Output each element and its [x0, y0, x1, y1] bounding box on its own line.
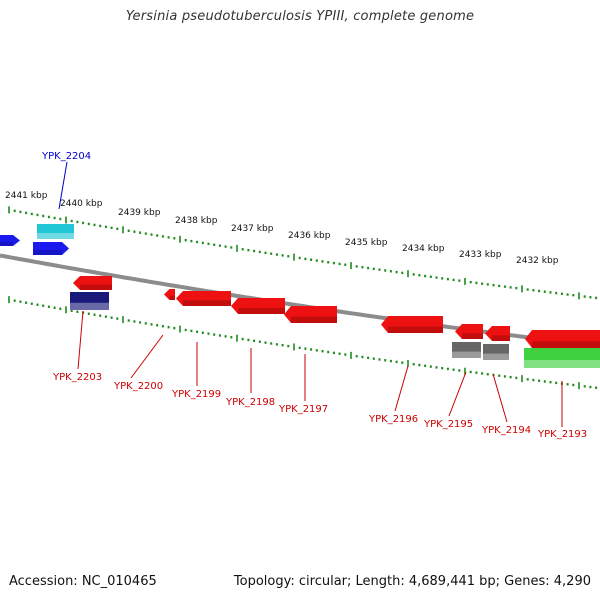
forward-gene-arrow: [0, 235, 20, 246]
gene-label-ypk-2193[interactable]: YPK_2193: [537, 429, 587, 440]
gene-label-ypk-2198[interactable]: YPK_2198: [225, 397, 275, 408]
reverse-gene-arrow-shade: [492, 335, 510, 341]
gene-label-ypk-2197[interactable]: YPK_2197: [278, 404, 328, 415]
pseudo-gene-box: [452, 342, 481, 358]
leader-line: [448, 371, 467, 417]
reverse-gene-arrow: [164, 289, 175, 300]
repeat-region-box-shade: [70, 302, 109, 310]
map-title: Yersinia pseudotuberculosis YPIII, compl…: [125, 9, 475, 24]
tick-label: 2440 kbp: [60, 199, 103, 209]
pseudo-gene-box-shade: [483, 353, 509, 360]
reverse-gene-arrow: [485, 326, 510, 341]
reverse-gene-arrow-shade: [388, 326, 443, 333]
gene-label-ypk-2194[interactable]: YPK_2194: [481, 425, 531, 436]
tick-labels: 2441 kbp 2440 kbp 2439 kbp 2438 kbp 2437…: [5, 191, 559, 266]
tick-label: 2434 kbp: [402, 244, 445, 254]
tick-label: 2437 kbp: [231, 224, 274, 234]
gene-label-ypk-2204[interactable]: YPK_2204: [41, 151, 91, 162]
tick-label: 2439 kbp: [118, 208, 161, 218]
tick-label: 2432 kbp: [516, 256, 559, 266]
tick-label: 2441 kbp: [5, 191, 48, 201]
reverse-gene-arrow: [284, 306, 337, 323]
misc-feature-box: [37, 224, 74, 239]
reverse-gene-arrow-shade: [532, 341, 600, 348]
reverse-gene-arrow-shade: [291, 316, 337, 323]
leader-line: [394, 365, 409, 412]
misc-feature-box-shade: [37, 233, 74, 239]
accession-text: Accession: NC_010465: [9, 574, 157, 589]
feature-track: [0, 224, 600, 368]
leader-line: [130, 334, 164, 379]
reverse-gene-arrow: [231, 298, 285, 314]
pseudo-gene-box: [483, 344, 509, 360]
leader-line: [492, 373, 508, 423]
repeat-region-box: [70, 292, 109, 310]
leader-line: [58, 161, 68, 210]
reverse-gene-arrow: [455, 324, 483, 339]
tick-label: 2433 kbp: [459, 250, 502, 260]
outer-tick-track: [8, 206, 598, 300]
reverse-gene-arrow: [525, 330, 600, 348]
gene-label-ypk-2196[interactable]: YPK_2196: [368, 414, 418, 425]
gene-label-ypk-2195[interactable]: YPK_2195: [423, 419, 473, 430]
genome-stats-text: Topology: circular; Length: 4,689,441 bp…: [233, 574, 591, 589]
tick-label: 2435 kbp: [345, 238, 388, 248]
pseudo-gene-box-shade: [452, 351, 481, 358]
gene-label-ypk-2199[interactable]: YPK_2199: [171, 389, 221, 400]
reverse-gene-arrow-shade: [80, 284, 112, 290]
leader-line: [77, 310, 84, 370]
reverse-gene-arrow: [73, 276, 112, 290]
tick-label: 2438 kbp: [175, 216, 218, 226]
forward-gene-arrow: [33, 242, 69, 255]
rna-gene-box: [524, 348, 600, 368]
reverse-gene-arrow-shade: [169, 295, 175, 300]
gene-label-ypk-2203[interactable]: YPK_2203: [52, 372, 102, 383]
reverse-gene-arrow: [381, 316, 443, 333]
reverse-gene-arrow-shade: [462, 333, 483, 339]
gene-label-ypk-2200[interactable]: YPK_2200: [113, 381, 163, 392]
label-leader-lines: [58, 161, 563, 427]
reverse-gene-arrow: [176, 291, 231, 306]
forward-gene-arrow-shade: [33, 250, 62, 255]
reverse-gene-arrow-shade: [183, 300, 231, 306]
gene-labels: YPK_2204 YPK_2203 YPK_2200 YPK_2199 YPK_…: [41, 151, 587, 440]
tick-label: 2436 kbp: [288, 231, 331, 241]
reverse-gene-arrow-shade: [238, 307, 285, 314]
forward-gene-arrow-shade: [0, 241, 13, 246]
rna-gene-box-shade: [524, 360, 600, 368]
